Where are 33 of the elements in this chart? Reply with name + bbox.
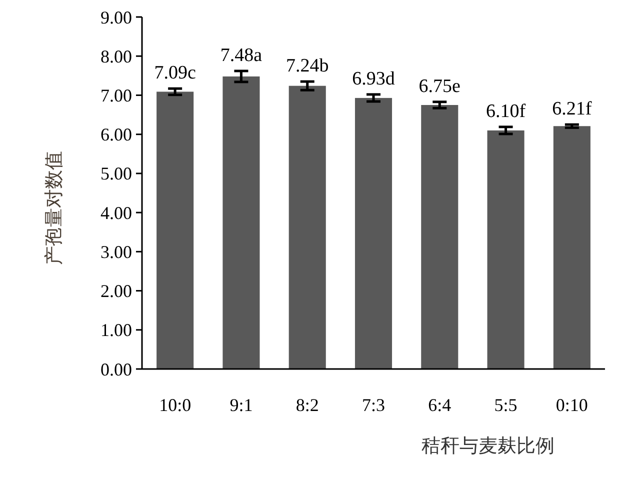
bar xyxy=(487,130,524,369)
bar xyxy=(222,76,260,369)
x-tick-label: 9:1 xyxy=(230,395,253,415)
data-label: 7.24b xyxy=(286,56,329,77)
bar xyxy=(354,98,392,369)
data-label: 6.75e xyxy=(418,76,460,97)
data-label: 6.10f xyxy=(486,100,526,122)
x-tick-label: 8:2 xyxy=(296,395,319,415)
x-axis-title: 秸秆与麦麸比例 xyxy=(422,436,554,457)
x-tick-label: 6:4 xyxy=(428,395,452,415)
x-tick-label: 0:10 xyxy=(556,395,588,415)
data-label: 7.48a xyxy=(220,44,263,66)
y-tick-label: 5.00 xyxy=(100,164,132,184)
bar xyxy=(288,86,326,369)
y-tick-label: 9.00 xyxy=(100,7,132,28)
data-label: 7.09c xyxy=(154,62,196,84)
y-tick-label: 0.00 xyxy=(100,359,132,380)
y-axis-title: 产孢量对数值 xyxy=(44,151,65,265)
bar xyxy=(421,105,458,369)
bar xyxy=(553,126,590,369)
y-tick-label: 8.00 xyxy=(100,46,132,66)
data-label: 6.93d xyxy=(352,68,396,90)
x-tick-label: 10:0 xyxy=(159,395,192,415)
bar xyxy=(156,92,194,369)
y-tick-label: 4.00 xyxy=(100,202,132,223)
y-tick-label: 7.00 xyxy=(100,86,132,106)
y-tick-label: 6.00 xyxy=(100,124,132,145)
data-label: 6.21f xyxy=(552,98,592,120)
y-tick-label: 2.00 xyxy=(100,281,132,302)
y-tick-label: 1.00 xyxy=(100,320,132,340)
x-tick-label: 7:3 xyxy=(362,395,386,415)
x-tick-label: 5:5 xyxy=(494,395,518,415)
y-tick-label: 3.00 xyxy=(100,242,132,262)
